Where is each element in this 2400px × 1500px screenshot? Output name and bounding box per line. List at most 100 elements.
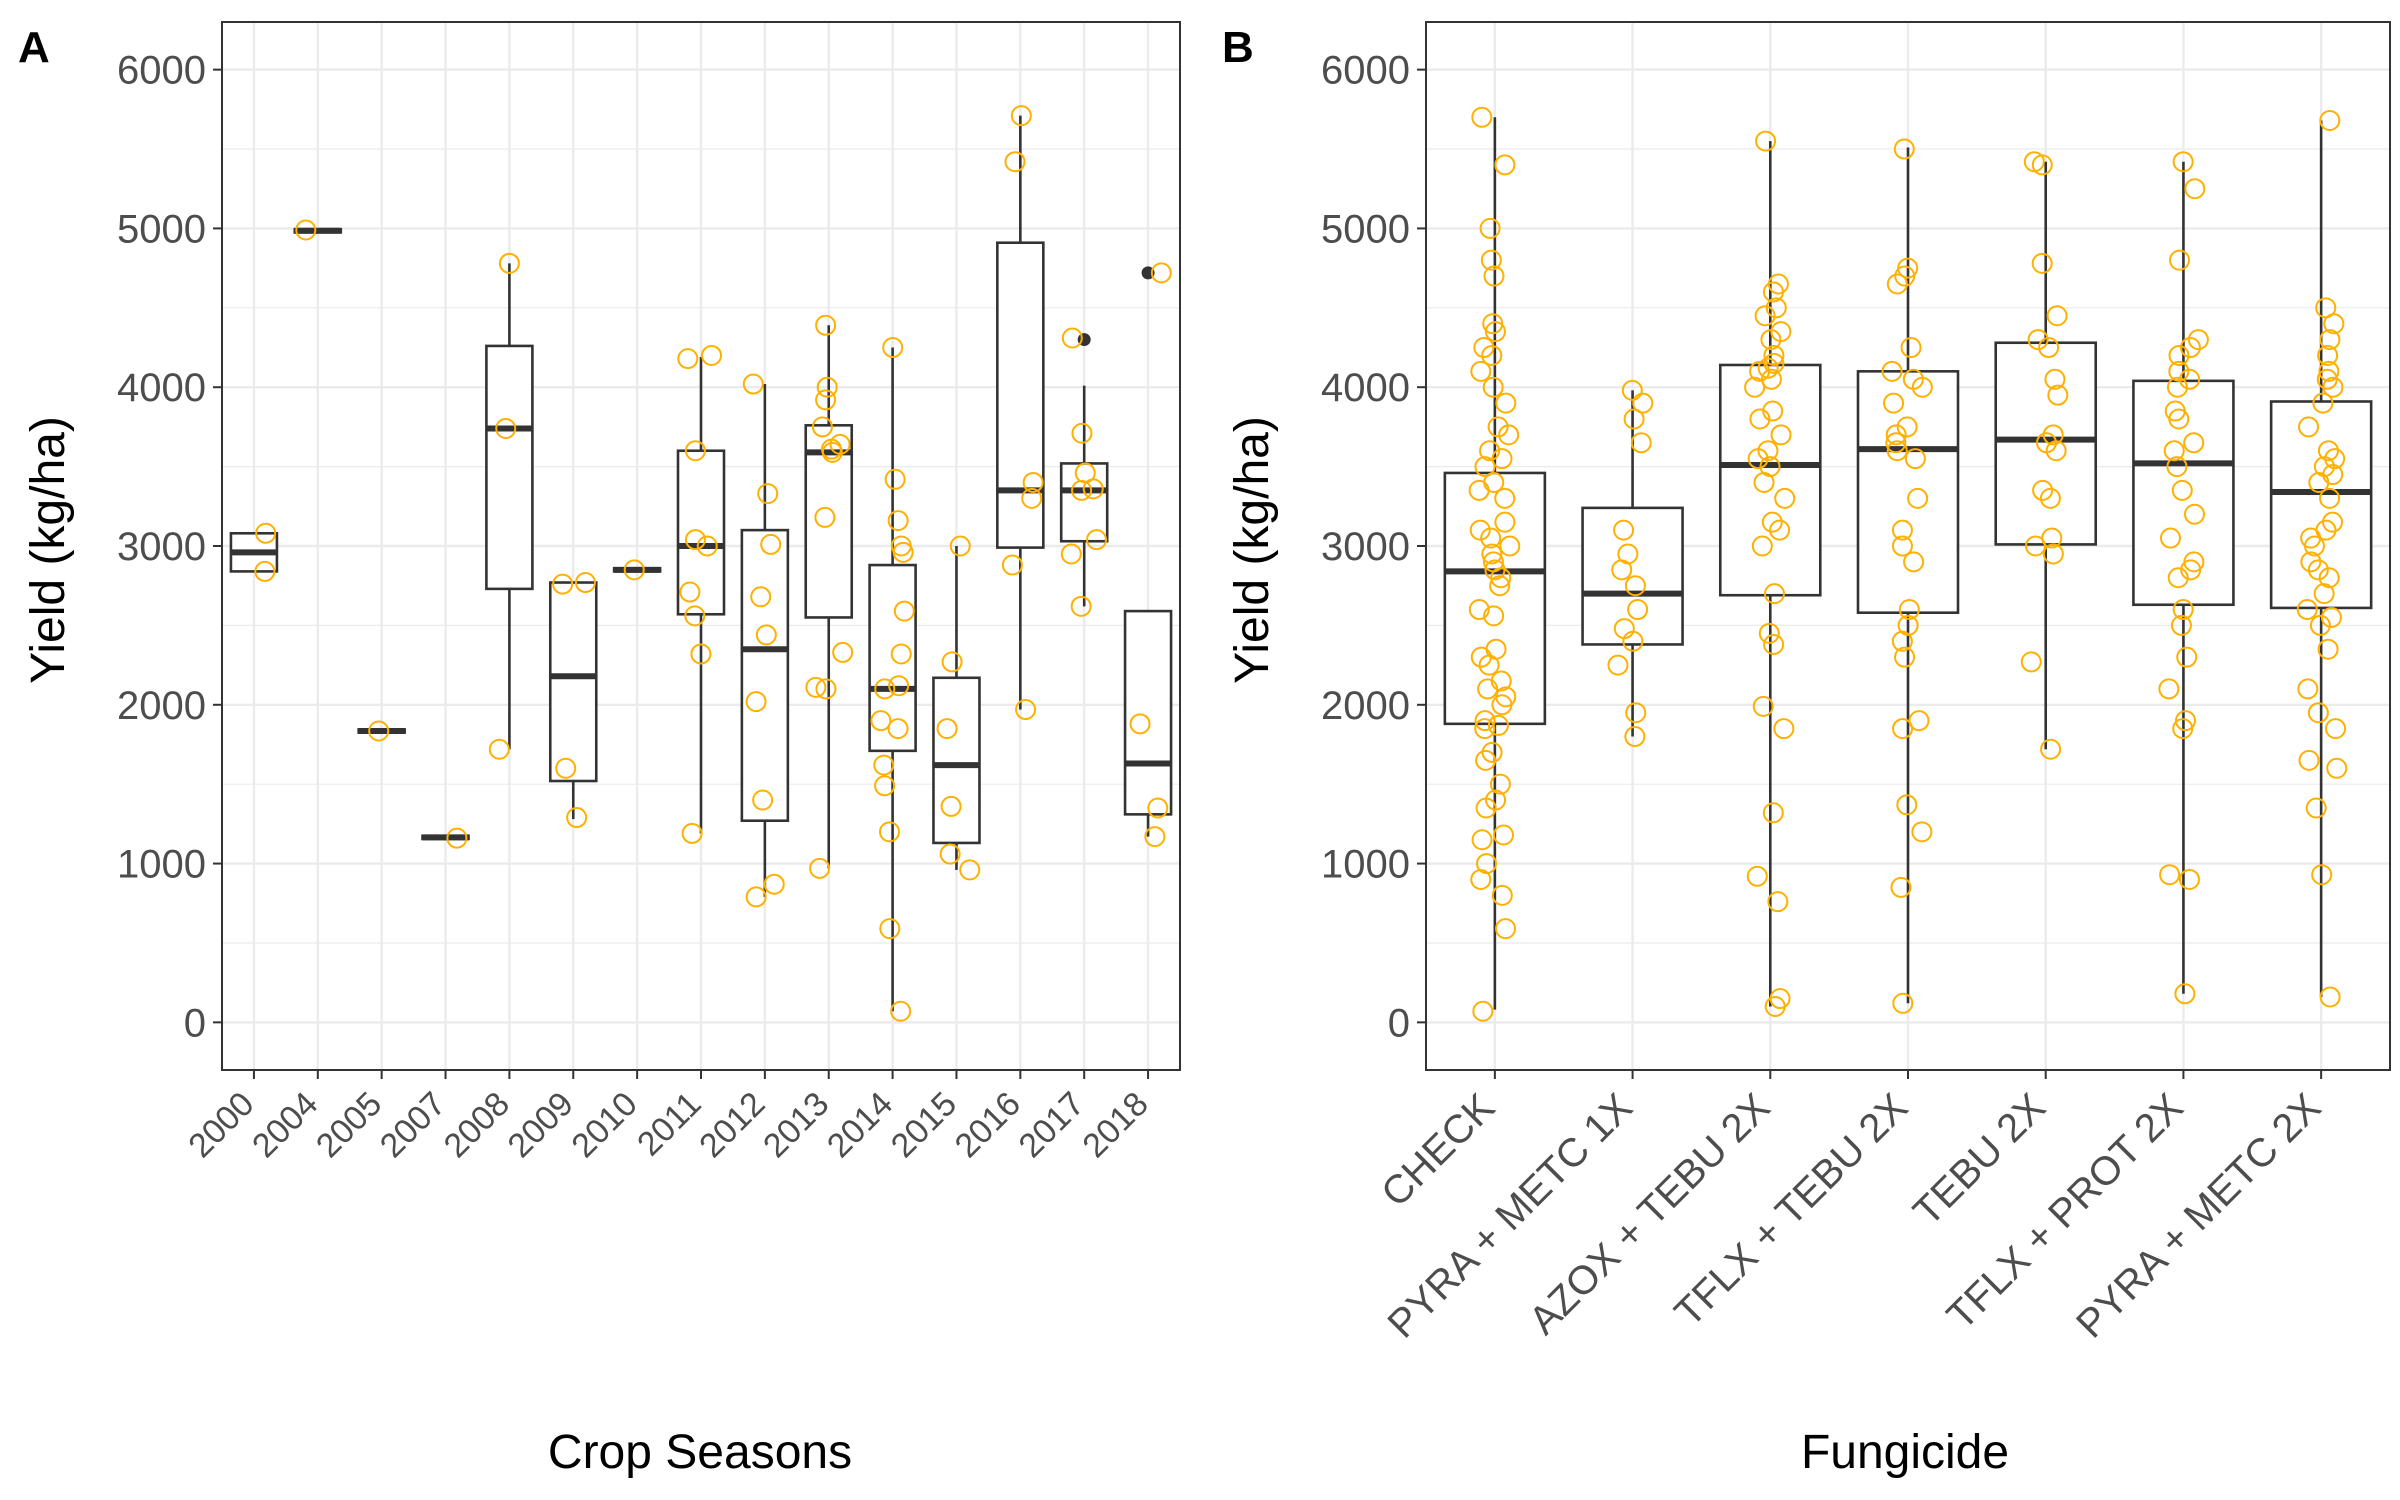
data-point xyxy=(1479,217,1501,239)
box xyxy=(548,581,598,783)
boxes xyxy=(1443,117,2373,1010)
data-point xyxy=(884,468,906,490)
data-point xyxy=(2176,646,2198,668)
data-point xyxy=(1892,992,1914,1014)
data-point xyxy=(2312,392,2334,414)
y-tick-label: 3000 xyxy=(117,525,206,569)
data-point xyxy=(752,789,774,811)
x-tick-label: 2007 xyxy=(373,1085,453,1165)
data-point xyxy=(1624,726,1646,748)
data-point xyxy=(936,718,958,740)
data-point xyxy=(2305,797,2327,819)
data-point xyxy=(1483,605,1505,627)
data-point xyxy=(1495,392,1517,414)
box xyxy=(2132,379,2235,607)
data-point xyxy=(1617,543,1639,565)
data-point xyxy=(745,691,767,713)
data-point xyxy=(2166,376,2188,398)
x-tick-label: 2016 xyxy=(948,1085,1028,1165)
data-point xyxy=(2183,503,2205,525)
x-tick-label: 2017 xyxy=(1012,1085,1092,1165)
data-point xyxy=(2041,527,2063,549)
data-point xyxy=(2322,464,2344,486)
data-point xyxy=(2184,178,2206,200)
data-point xyxy=(1485,638,1507,660)
data-point xyxy=(1487,416,1509,438)
data-point xyxy=(809,857,831,879)
y-axis-ticks: 0 1000 2000 3000 4000 5000 6000 xyxy=(1321,49,1426,1045)
data-point xyxy=(1147,797,1169,819)
data-point xyxy=(2159,527,2181,549)
data-point xyxy=(1482,313,1504,335)
data-point xyxy=(2042,543,2064,565)
data-point xyxy=(1908,710,1930,732)
data-point xyxy=(2039,487,2061,509)
data-point xyxy=(1907,487,1929,509)
data-point xyxy=(940,795,962,817)
data-point xyxy=(1755,130,1777,152)
data-point xyxy=(1886,440,1908,462)
data-point xyxy=(1892,718,1914,740)
data-point xyxy=(890,535,912,557)
x-tick-label: TFLX + PROT 2X xyxy=(1939,1085,2192,1338)
data-point xyxy=(2168,360,2190,382)
data-point xyxy=(2038,337,2060,359)
data-point xyxy=(1607,654,1629,676)
y-tick-label: 5000 xyxy=(1321,207,1410,251)
y-tick-label: 5000 xyxy=(117,207,206,251)
data-point xyxy=(2179,337,2201,359)
data-point xyxy=(1904,448,1926,470)
data-point xyxy=(1476,853,1498,875)
data-point xyxy=(2318,360,2340,382)
data-point xyxy=(1479,440,1501,462)
y-tick-label: 2000 xyxy=(1321,684,1410,728)
data-point xyxy=(1890,876,1912,898)
y-tick-label: 1000 xyxy=(117,843,206,887)
data-point xyxy=(1144,826,1166,848)
x-tick-label: 2004 xyxy=(245,1085,325,1165)
y-tick-label: 1000 xyxy=(1321,843,1410,887)
data-point xyxy=(873,754,895,776)
data-point xyxy=(1494,154,1516,176)
data-point xyxy=(750,586,772,608)
y-tick-label: 2000 xyxy=(117,684,206,728)
data-point xyxy=(701,344,723,366)
data-point xyxy=(1897,614,1919,636)
data-point xyxy=(2311,864,2333,886)
data-point xyxy=(1911,821,1933,843)
data-point xyxy=(1885,432,1907,454)
data-point xyxy=(1632,392,1654,414)
x-tick-label: 2005 xyxy=(309,1085,389,1165)
data-point xyxy=(1763,352,1785,374)
data-point xyxy=(1746,865,1768,887)
data-point xyxy=(1474,710,1496,732)
data-point xyxy=(1150,262,1172,284)
data-point xyxy=(1015,699,1037,721)
data-point xyxy=(939,843,961,865)
data-point xyxy=(1071,422,1093,444)
data-point xyxy=(1902,368,1924,390)
x-tick-label: 2008 xyxy=(437,1085,517,1165)
data-point xyxy=(2178,868,2200,890)
data-point xyxy=(2322,511,2344,533)
y-axis-label: Yield (kg/ha) xyxy=(1226,416,1279,684)
data-point xyxy=(1613,519,1635,541)
data-point xyxy=(2166,456,2188,478)
data-point xyxy=(696,535,718,557)
data-point xyxy=(815,678,837,700)
data-point xyxy=(566,807,588,829)
data-point xyxy=(1482,551,1504,573)
data-point xyxy=(1070,595,1092,617)
data-point xyxy=(2319,986,2341,1008)
data-point xyxy=(1468,599,1490,621)
data-point xyxy=(2187,329,2209,351)
data-point xyxy=(805,676,827,698)
data-point xyxy=(1903,551,1925,573)
data-point xyxy=(1621,379,1643,401)
y-tick-label: 4000 xyxy=(117,366,206,410)
data-point xyxy=(2042,424,2064,446)
data-point xyxy=(677,348,699,370)
box xyxy=(1994,341,2098,546)
data-point xyxy=(1752,695,1774,717)
data-point xyxy=(2035,432,2057,454)
